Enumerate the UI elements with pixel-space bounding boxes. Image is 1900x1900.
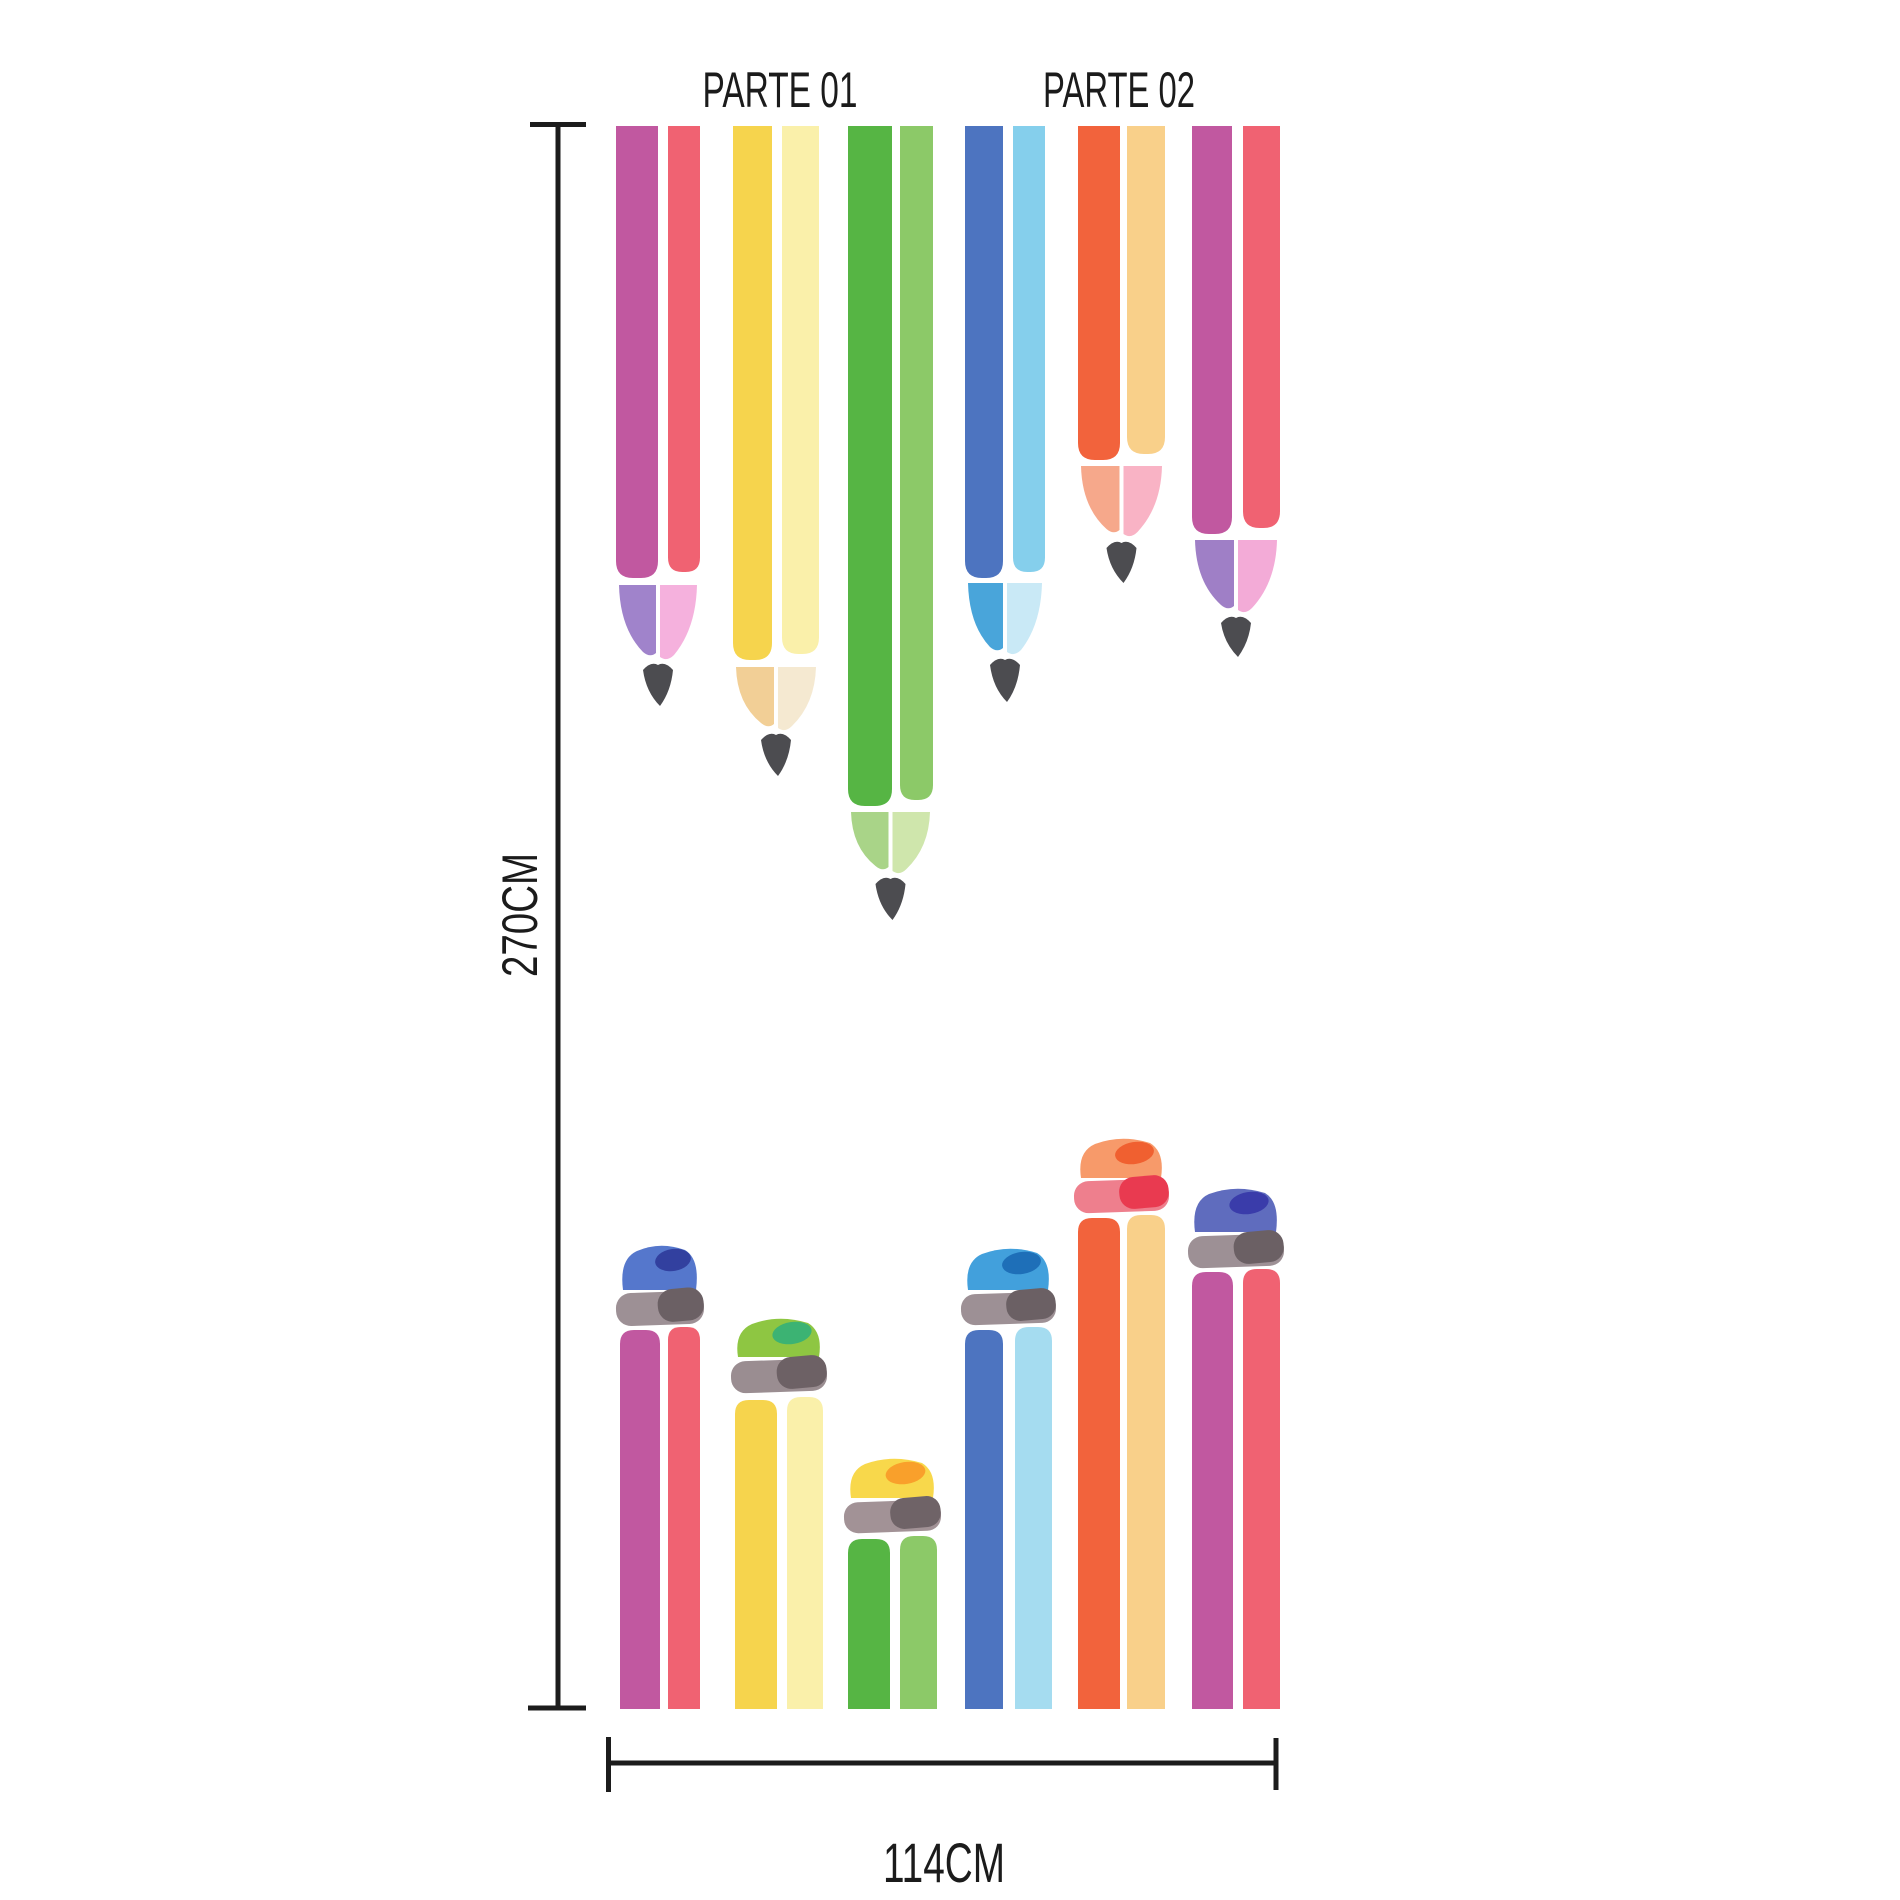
pencil-stripe-right: [1127, 126, 1165, 454]
pencil-wood-right: [1123, 466, 1162, 537]
pencil-graphite-tip: [643, 663, 673, 706]
pencil-top-orange: [1078, 126, 1165, 583]
pencil-top-yellow: [733, 126, 819, 776]
pencil-ferrule-shade: [1006, 1288, 1056, 1321]
pencil-wood-right: [1007, 583, 1042, 655]
pencil-bottom-green: [843, 1458, 942, 1709]
pencil-wood-left: [1081, 466, 1120, 533]
pencil-stripe-left: [1192, 1272, 1233, 1709]
pencil-stripe-left: [848, 1539, 890, 1709]
pencil-stripe-left: [733, 126, 772, 660]
pencil-graphite-tip: [990, 658, 1020, 702]
pencil-ferrule-shade: [776, 1355, 827, 1389]
pencil-stripe-left: [965, 126, 1003, 578]
pencil-stripe-right: [1127, 1215, 1165, 1709]
pencil-graphite-tip: [1106, 541, 1137, 583]
pencil-top-blue: [965, 126, 1045, 702]
pencil-eraser-highlight: [1115, 1141, 1154, 1165]
pencil-stripe-left: [616, 126, 658, 578]
pencil-top-magenta: [1192, 126, 1280, 657]
pencil-top-pink-red: [616, 126, 700, 706]
pencil-wood-left: [1195, 540, 1234, 609]
top-pencils-group: [616, 126, 1280, 920]
pencil-ferrule-shade: [890, 1496, 941, 1529]
pencil-stripe-right: [1013, 126, 1045, 572]
pencil-stripe-right: [787, 1397, 823, 1709]
pencil-graphite-tip: [1221, 616, 1251, 657]
pencil-wood-right: [778, 667, 816, 731]
pencil-stripe-right: [900, 126, 933, 800]
pencil-stripe-left: [1078, 126, 1120, 460]
pencil-stripe-left: [848, 126, 892, 806]
pencil-wood-left: [619, 585, 656, 656]
pencil-ferrule-shade: [1233, 1230, 1284, 1264]
pencil-stripe-left: [735, 1400, 777, 1709]
pencil-stripe-right: [1243, 1269, 1280, 1709]
pencil-ferrule-shade: [1119, 1175, 1169, 1209]
pencil-stripe-right: [900, 1536, 937, 1709]
pencil-eraser-highlight: [655, 1248, 691, 1272]
pencil-eraser-highlight: [885, 1461, 926, 1485]
pencil-eraser-highlight: [772, 1321, 812, 1345]
pencil-ferrule-shade: [657, 1287, 704, 1322]
pencil-top-green: [848, 126, 933, 920]
width-dimension-label: 114CM: [883, 1831, 1005, 1894]
pencil-wood-left: [851, 812, 889, 870]
pencil-stripe-right: [668, 126, 700, 572]
pencil-stripe-right: [1015, 1327, 1052, 1709]
parte-02-label: PARTE 02: [1043, 62, 1195, 118]
pencil-eraser-highlight: [1229, 1191, 1269, 1215]
pencil-bottom-pink-red: [615, 1245, 705, 1709]
dimension-lines: [528, 122, 1279, 1792]
pencil-wood-right: [1238, 540, 1277, 613]
pencil-eraser-highlight: [1002, 1251, 1041, 1275]
pencil-bottom-yellow: [730, 1318, 828, 1709]
pencil-wood-left: [968, 583, 1003, 651]
pencil-graphite-tip: [875, 877, 906, 920]
pencil-wood-left: [736, 667, 774, 727]
bottom-pencils-group: [615, 1138, 1285, 1709]
pencil-bottom-magenta: [1187, 1188, 1285, 1709]
pencil-wood-right: [660, 585, 697, 660]
pencil-wood-right: [892, 812, 930, 874]
pencil-bottom-blue: [960, 1248, 1057, 1709]
pencil-stripe-left: [965, 1330, 1003, 1709]
parte-01-label: PARTE 01: [703, 62, 858, 118]
pencil-stripe-left: [620, 1330, 660, 1709]
pencil-stripe-left: [1192, 126, 1232, 534]
pencil-stripe-right: [1243, 126, 1280, 528]
pencil-stripe-right: [782, 126, 819, 654]
pencil-stripe-right: [668, 1327, 700, 1709]
height-dimension-label: 270CM: [492, 853, 548, 977]
pencil-bottom-orange: [1073, 1138, 1170, 1709]
pencil-graphite-tip: [761, 733, 791, 776]
pencil-stripe-left: [1078, 1218, 1120, 1709]
